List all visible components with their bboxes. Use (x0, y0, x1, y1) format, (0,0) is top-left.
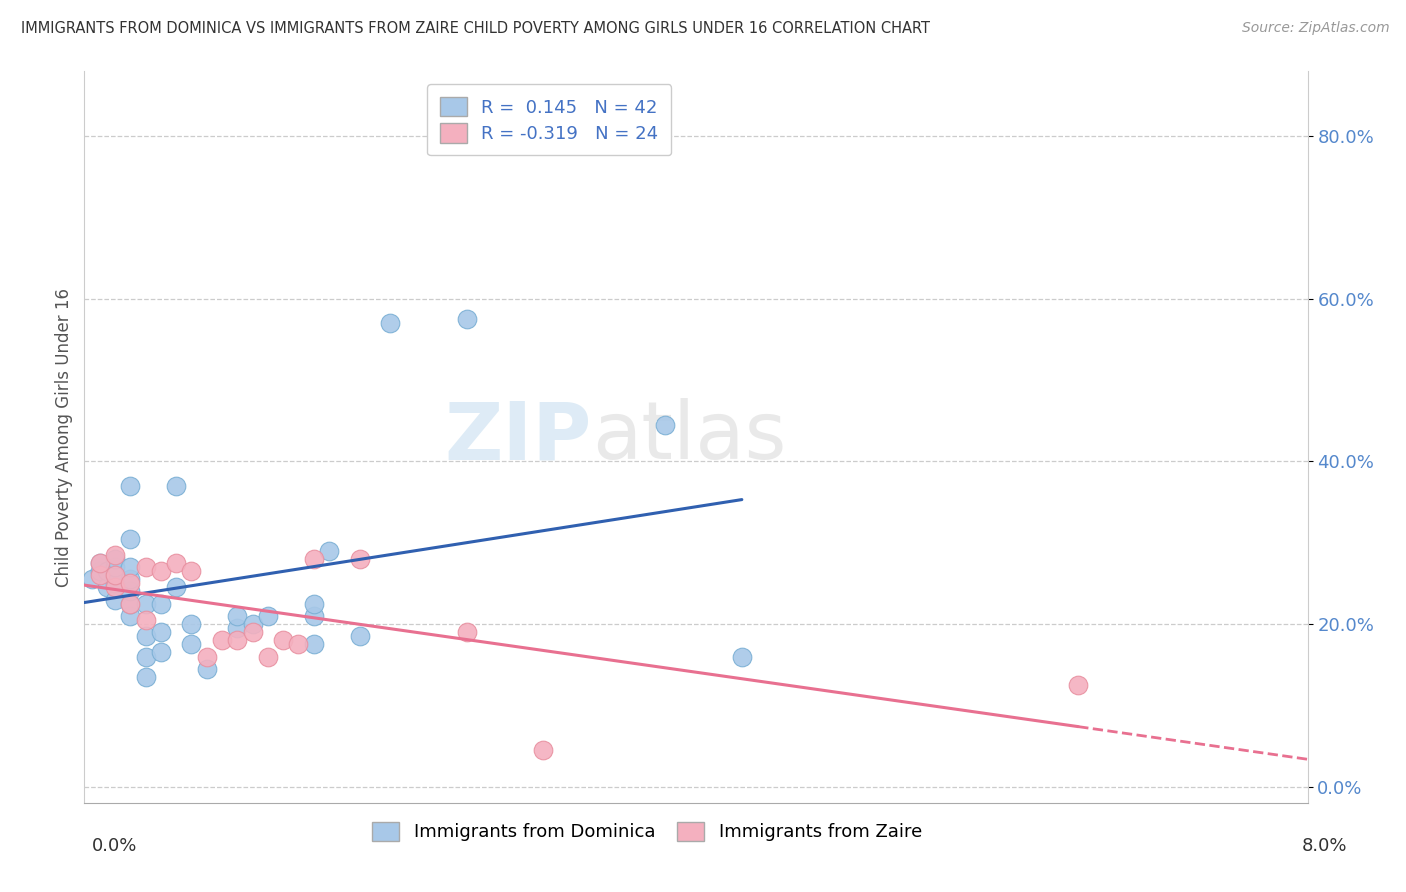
Point (120, 479, 142, 493)
Point (302, 608, 325, 623)
Point (302, 597, 325, 611)
Text: 8.0%: 8.0% (1302, 837, 1347, 855)
Point (135, 670, 157, 684)
Point (89, 556, 111, 570)
Point (120, 572, 142, 586)
Point (120, 597, 142, 611)
Point (135, 649, 157, 664)
Point (135, 597, 157, 611)
Point (120, 532, 142, 546)
Point (89, 556, 111, 570)
Point (80, 572, 103, 586)
Point (180, 564, 202, 578)
Point (135, 613, 157, 627)
Point (302, 552, 325, 566)
Point (104, 552, 127, 566)
Point (318, 544, 340, 558)
Point (135, 629, 157, 643)
Point (104, 581, 127, 595)
Point (242, 617, 264, 632)
Point (226, 621, 249, 635)
Y-axis label: Child Poverty Among Girls Under 16: Child Poverty Among Girls Under 16 (55, 287, 73, 587)
Point (654, 417, 676, 432)
Point (271, 633, 294, 648)
Point (96, 564, 118, 578)
Text: Source: ZipAtlas.com: Source: ZipAtlas.com (1241, 21, 1389, 36)
Point (302, 637, 325, 651)
Point (89, 568, 111, 582)
Point (149, 625, 172, 640)
Point (165, 581, 187, 595)
Point (380, 316, 402, 330)
Point (120, 576, 142, 591)
Point (226, 633, 249, 648)
Point (120, 584, 142, 599)
Point (120, 560, 142, 574)
Point (195, 662, 218, 676)
Point (89, 564, 111, 578)
Point (165, 556, 187, 570)
Point (211, 633, 233, 648)
Point (456, 625, 478, 640)
Point (195, 649, 218, 664)
Point (104, 568, 127, 582)
Point (349, 629, 371, 643)
Point (104, 576, 127, 591)
Point (120, 597, 142, 611)
Point (96, 581, 118, 595)
Text: atlas: atlas (592, 398, 786, 476)
Point (104, 592, 127, 607)
Point (120, 608, 142, 623)
Point (456, 312, 478, 326)
Point (349, 552, 371, 566)
Text: ZIP: ZIP (444, 398, 592, 476)
Point (149, 645, 172, 659)
Point (1067, 678, 1090, 692)
Point (135, 560, 157, 574)
Point (104, 548, 127, 562)
Text: IMMIGRANTS FROM DOMINICA VS IMMIGRANTS FROM ZAIRE CHILD POVERTY AMONG GIRLS UNDE: IMMIGRANTS FROM DOMINICA VS IMMIGRANTS F… (21, 21, 931, 37)
Point (257, 649, 280, 664)
Point (257, 608, 280, 623)
Point (149, 597, 172, 611)
Point (531, 743, 554, 757)
Point (287, 637, 309, 651)
Point (104, 560, 127, 574)
Point (242, 625, 264, 640)
Text: 0.0%: 0.0% (91, 837, 136, 855)
Point (180, 617, 202, 632)
Point (731, 649, 754, 664)
Point (165, 479, 187, 493)
Point (226, 608, 249, 623)
Legend: Immigrants from Dominica, Immigrants from Zaire: Immigrants from Dominica, Immigrants fro… (366, 814, 929, 848)
Point (104, 568, 127, 582)
Point (180, 637, 202, 651)
Point (149, 564, 172, 578)
